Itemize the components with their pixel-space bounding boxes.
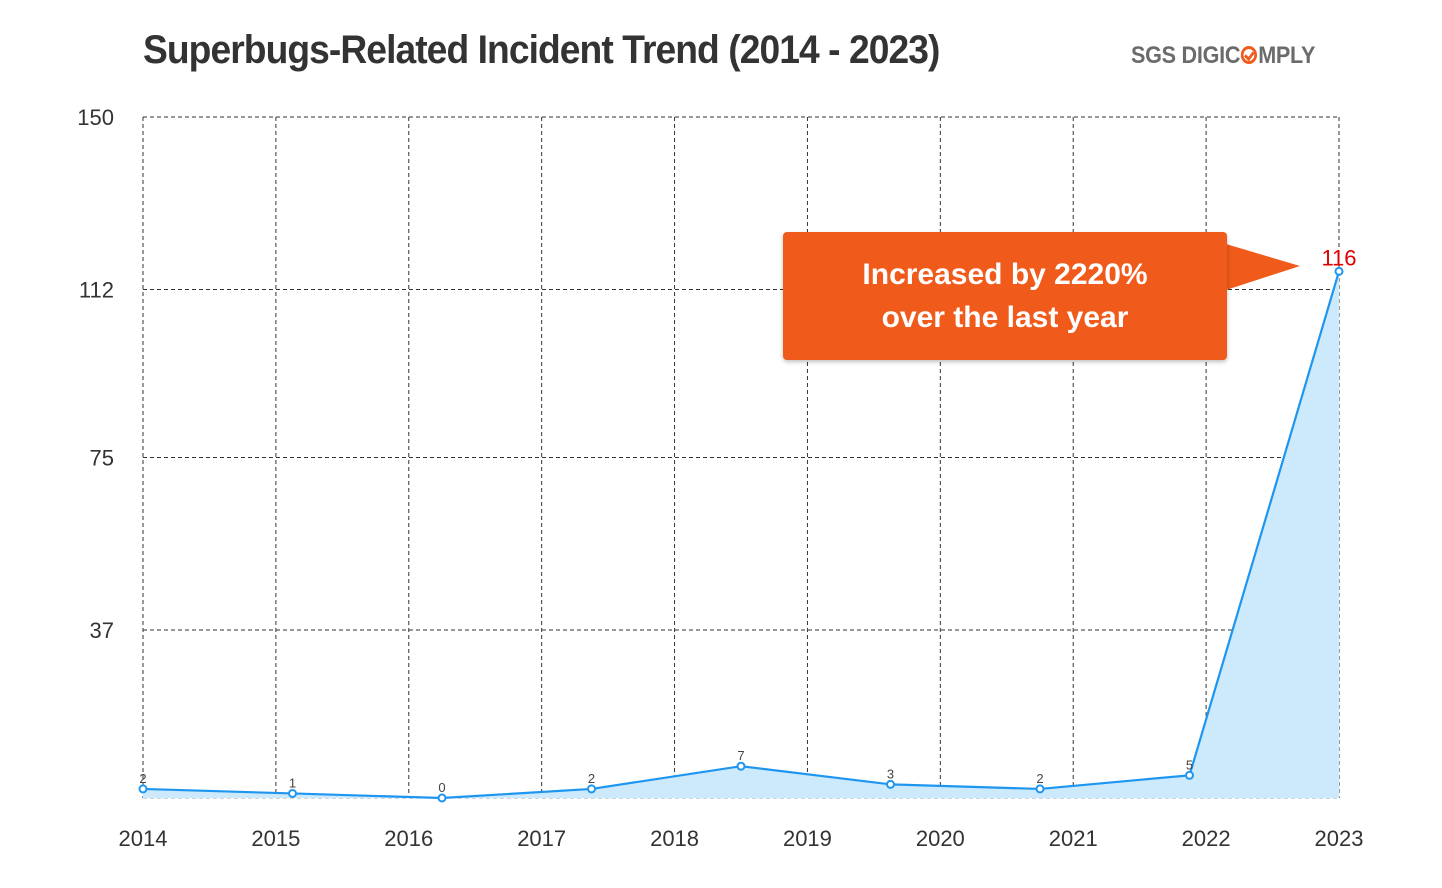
x-tick-label: 2018 [650,826,699,851]
data-point-marker [587,784,596,794]
area-fill [143,271,1339,798]
data-point-marker [1334,266,1344,276]
x-tick-label: 2021 [1049,826,1098,851]
y-tick-label: 37 [90,618,114,643]
x-tick-label: 2019 [783,826,832,851]
x-tick-label: 2023 [1315,826,1364,851]
data-point-label: 2 [588,771,595,786]
data-point-marker [1185,770,1194,780]
x-tick-label: 2020 [916,826,965,851]
x-axis-labels: 2014 2015 2016 2017 2018 2019 2020 2021 2022 2023 [119,826,1364,851]
check-circle-icon [1241,46,1258,64]
highlight-value-label: 116 [1321,245,1356,270]
callout-line-2: over the last year [881,301,1129,334]
data-point-label: 7 [737,748,744,763]
data-point-label: 1 [289,775,296,790]
brand-text-prefix: SGS DIGIC [1131,42,1241,69]
callout-line-1: Increased by 2220% [862,258,1148,291]
brand-text-suffix: MPLY [1258,42,1316,69]
data-point-marker [138,784,148,794]
y-tick-label: 75 [90,446,114,471]
x-tick-label: 2022 [1182,826,1231,851]
chart-title: Superbugs-Related Incident Trend (2014 -… [143,28,940,72]
data-point-label: 5 [1186,757,1193,772]
data-point-marker [437,793,447,803]
x-tick-label: 2017 [517,826,566,851]
callout-pointer [1226,244,1300,290]
x-tick-label: 2016 [384,826,433,851]
x-tick-label: 2014 [119,826,168,851]
annotation-callout: Increased by 2220% over the last year [783,232,1227,360]
data-point-marker [886,779,895,789]
y-axis-labels: 37 75 112 150 [77,105,114,643]
data-point-marker [288,788,297,798]
data-point-label: 2 [1036,771,1043,786]
data-point-label: 2 [139,771,146,786]
y-tick-label: 150 [77,105,114,130]
data-point-label: 0 [438,780,445,795]
x-tick-label: 2015 [251,826,300,851]
gridlines [142,116,1340,799]
y-tick-label: 112 [79,278,114,303]
data-point-marker [1035,784,1045,794]
brand-logo: SGS DIGIC MPLY [1131,42,1315,70]
data-point-marker [736,761,746,771]
data-points: 2 1 0 2 7 3 2 5 116 [138,245,1357,803]
data-point-label: 3 [887,766,894,781]
